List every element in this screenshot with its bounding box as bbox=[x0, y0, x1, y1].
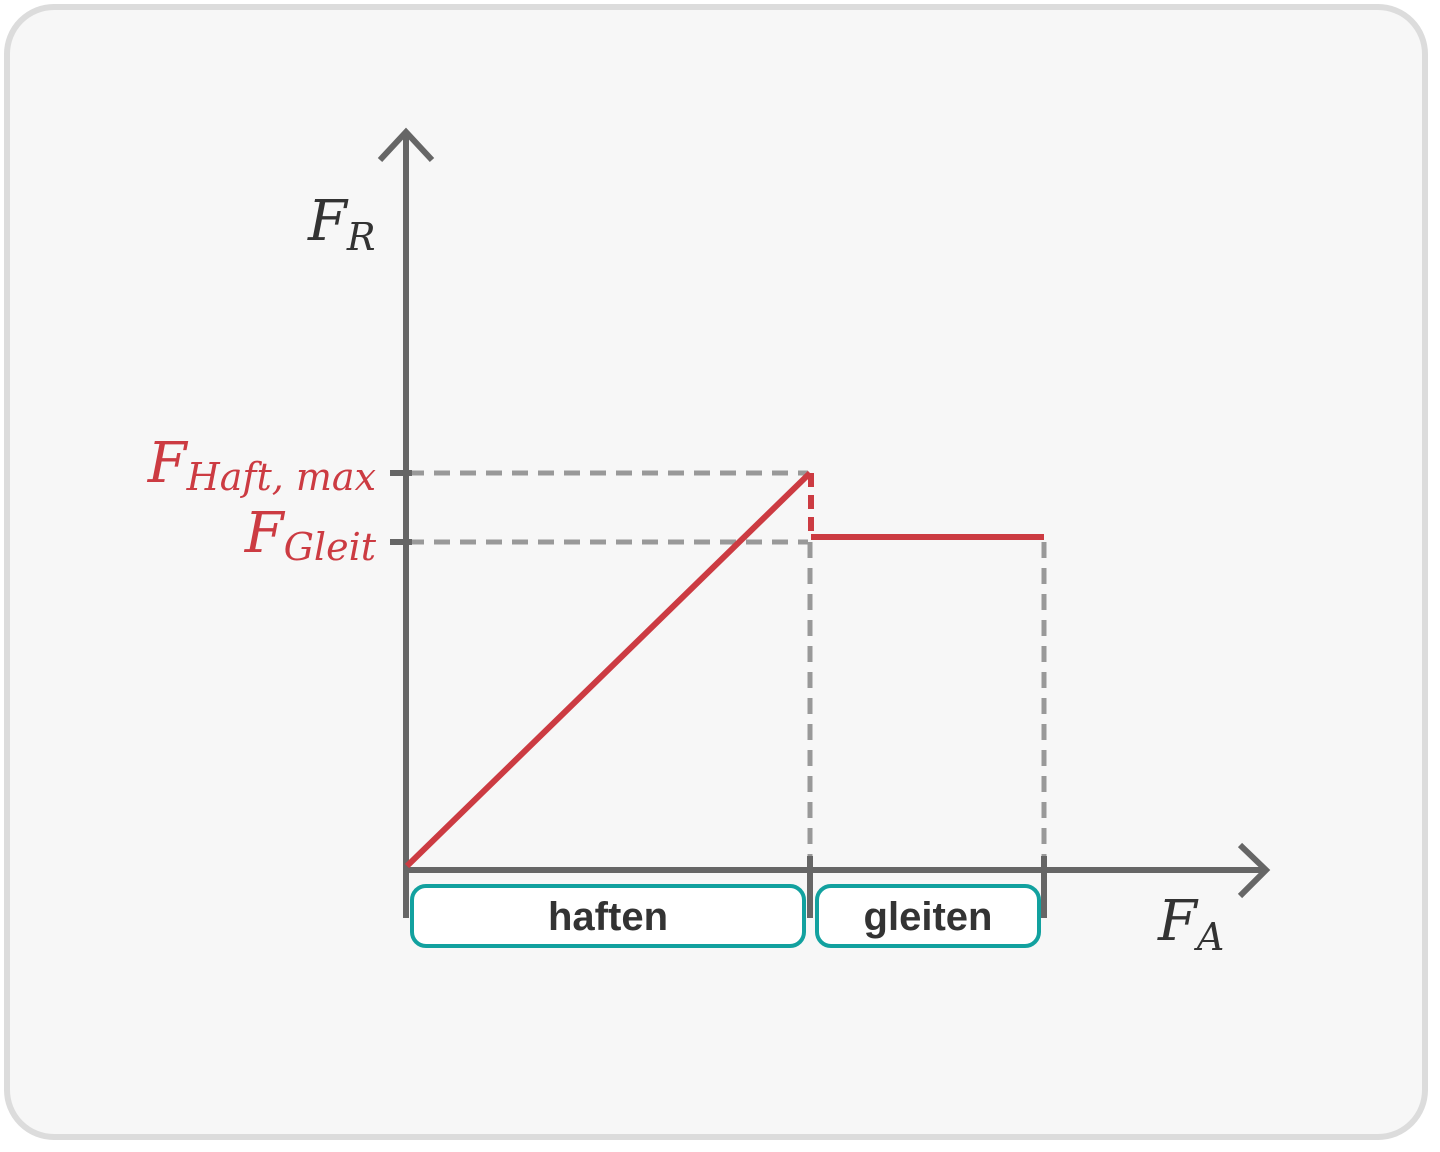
region-box-haften bbox=[410, 884, 806, 948]
diagram-card bbox=[4, 4, 1428, 1140]
label-haft-max: FHaft, max bbox=[147, 431, 376, 499]
region-box-gleiten bbox=[815, 884, 1041, 948]
y-axis-arrowhead bbox=[377, 127, 435, 163]
x-axis-arrowhead bbox=[1237, 842, 1271, 899]
y-axis-label: FR bbox=[307, 189, 375, 259]
region-label-haften: haften bbox=[548, 895, 668, 939]
region-label-gleiten: gleiten bbox=[864, 895, 993, 939]
label-gleit: FGleit bbox=[244, 501, 377, 569]
curve-static-ramp bbox=[404, 470, 813, 869]
x-axis-label: FA bbox=[1157, 889, 1224, 959]
